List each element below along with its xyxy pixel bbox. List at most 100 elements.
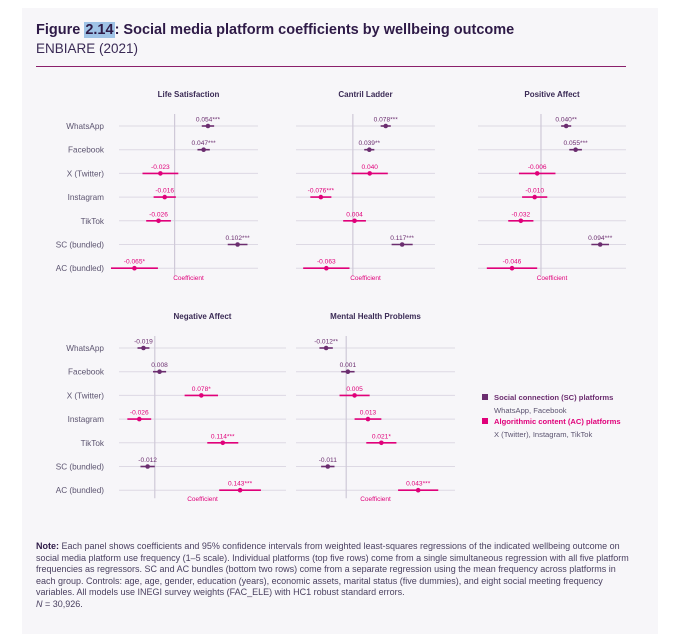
point-p1-r0 bbox=[383, 123, 389, 129]
value-label-p1-r4: 0.004 bbox=[346, 211, 363, 218]
value-label-p3-r5: -0.012 bbox=[138, 457, 157, 464]
legend-ac-subtitle: X (Twitter), Instagram, TikTok bbox=[494, 430, 593, 439]
point-p1-r2 bbox=[367, 171, 373, 176]
value-label-p0-r1: 0.047*** bbox=[192, 140, 217, 147]
panel-title-3: Negative Affect bbox=[174, 312, 232, 321]
row-label-top-5: SC (bundled) bbox=[56, 241, 105, 250]
row-label-bottom-4: TikTok bbox=[81, 439, 105, 448]
panel-title-4: Mental Health Problems bbox=[330, 312, 421, 321]
legend-sc-title: Social connection (SC) platforms bbox=[494, 393, 613, 402]
point-p4-r4 bbox=[379, 440, 384, 446]
value-label-p3-r0: -0.019 bbox=[134, 339, 153, 346]
value-label-p4-r4: 0.021* bbox=[372, 433, 392, 440]
value-label-p2-r1: 0.055*** bbox=[564, 140, 589, 147]
value-label-p2-r2: -0.006 bbox=[528, 164, 547, 171]
point-p0-r3 bbox=[162, 194, 168, 200]
point-p3-r2 bbox=[199, 393, 204, 398]
row-label-bottom-5: SC (bundled) bbox=[56, 463, 105, 472]
point-p2-r3 bbox=[532, 194, 537, 200]
value-label-p2-r6: -0.046 bbox=[503, 259, 522, 266]
row-label-bottom-1: Facebook bbox=[68, 368, 105, 377]
point-p1-r3 bbox=[318, 194, 324, 200]
point-p3-r4 bbox=[220, 440, 226, 446]
figure-note: Note: Each panel shows coefficients and … bbox=[36, 541, 636, 611]
panel-title-1: Cantril Ladder bbox=[338, 90, 392, 99]
value-label-p0-r5: 0.102*** bbox=[226, 235, 251, 242]
value-label-p0-r3: -0.016 bbox=[155, 188, 174, 195]
point-p1-r1 bbox=[366, 147, 372, 152]
value-label-p4-r1: 0.001 bbox=[340, 362, 357, 369]
row-label-top-1: Facebook bbox=[68, 146, 105, 155]
note-n-label: N bbox=[36, 598, 43, 609]
x-axis-label-0: Coefficient bbox=[173, 275, 204, 282]
point-p4-r6 bbox=[415, 487, 421, 493]
value-label-p3-r6: 0.143*** bbox=[228, 481, 253, 488]
figure-number: 2.14 bbox=[84, 22, 115, 38]
x-axis-label-1: Coefficient bbox=[350, 275, 381, 282]
legend-swatch-ac bbox=[482, 418, 488, 424]
point-p3-r5 bbox=[145, 464, 150, 469]
figure-subtitle: ENBIARE (2021) bbox=[36, 41, 139, 56]
point-p0-r1 bbox=[201, 147, 206, 152]
point-p3-r6 bbox=[237, 487, 243, 493]
value-label-p3-r3: -0.026 bbox=[130, 410, 149, 417]
point-p0-r0 bbox=[205, 123, 211, 129]
point-p1-r6 bbox=[324, 265, 329, 271]
point-p4-r5 bbox=[325, 464, 331, 469]
point-p2-r4 bbox=[518, 218, 524, 224]
value-label-p1-r0: 0.078*** bbox=[374, 117, 399, 124]
value-label-p4-r0: -0.012** bbox=[314, 339, 338, 346]
point-p0-r4 bbox=[156, 218, 161, 224]
figure-card bbox=[22, 8, 658, 634]
value-label-p1-r6: -0.063 bbox=[317, 259, 336, 266]
value-label-p3-r1: 0.008 bbox=[151, 362, 168, 369]
point-p2-r6 bbox=[509, 265, 515, 271]
point-p4-r2 bbox=[352, 393, 357, 398]
row-label-top-3: Instagram bbox=[68, 193, 105, 202]
row-label-top-6: AC (bundled) bbox=[56, 264, 105, 273]
value-label-p1-r2: 0.040 bbox=[361, 164, 378, 171]
row-label-bottom-6: AC (bundled) bbox=[56, 486, 105, 495]
figure-title-text: : Social media platform coefficients by … bbox=[114, 22, 515, 38]
value-label-p4-r2: 0.005 bbox=[346, 386, 363, 393]
row-label-bottom-3: Instagram bbox=[68, 415, 105, 424]
value-label-p2-r4: -0.032 bbox=[511, 211, 530, 218]
x-axis-label-3: Coefficient bbox=[187, 496, 218, 503]
note-text: Each panel shows coefficients and 95% co… bbox=[36, 541, 629, 598]
point-p3-r1 bbox=[157, 369, 162, 375]
legend-sc-subtitle: WhatsApp, Facebook bbox=[494, 406, 567, 415]
row-label-top-4: TikTok bbox=[81, 217, 105, 226]
point-p1-r5 bbox=[399, 242, 405, 247]
point-p2-r5 bbox=[597, 242, 603, 247]
row-label-top-2: X (Twitter) bbox=[67, 169, 105, 178]
note-n-text: = 30,926. bbox=[42, 598, 83, 609]
point-p4-r1 bbox=[345, 369, 351, 375]
value-label-p4-r6: 0.043*** bbox=[406, 481, 431, 488]
value-label-p0-r0: 0.054*** bbox=[196, 117, 221, 124]
value-label-p1-r1: 0.039** bbox=[358, 140, 380, 147]
row-label-top-0: WhatsApp bbox=[66, 122, 104, 131]
point-p3-r3 bbox=[136, 416, 142, 422]
value-label-p3-r4: 0.114*** bbox=[211, 433, 235, 440]
point-p3-r0 bbox=[141, 345, 146, 351]
value-label-p0-r6: -0.065* bbox=[124, 259, 146, 266]
point-p2-r1 bbox=[573, 147, 578, 152]
title-rule bbox=[36, 66, 626, 67]
value-label-p2-r0: 0.040** bbox=[555, 117, 577, 124]
figure-title: Figure 2.14: Social media platform coeff… bbox=[36, 22, 515, 38]
value-label-p2-r3: -0.010 bbox=[525, 188, 544, 195]
point-p2-r0 bbox=[563, 123, 569, 129]
point-p4-r3 bbox=[365, 416, 371, 422]
legend-swatch-sc bbox=[482, 394, 488, 400]
row-label-bottom-2: X (Twitter) bbox=[67, 391, 105, 400]
point-p0-r5 bbox=[235, 242, 240, 247]
value-label-p4-r5: -0.011 bbox=[319, 457, 338, 464]
point-p0-r6 bbox=[132, 265, 137, 271]
value-label-p3-r2: 0.078* bbox=[192, 386, 212, 393]
panel-title-0: Life Satisfaction bbox=[158, 90, 220, 99]
value-label-p0-r2: -0.023 bbox=[151, 164, 170, 171]
value-label-p4-r3: 0.013 bbox=[360, 410, 377, 417]
value-label-p2-r5: 0.094*** bbox=[588, 235, 613, 242]
point-p0-r2 bbox=[158, 171, 163, 176]
